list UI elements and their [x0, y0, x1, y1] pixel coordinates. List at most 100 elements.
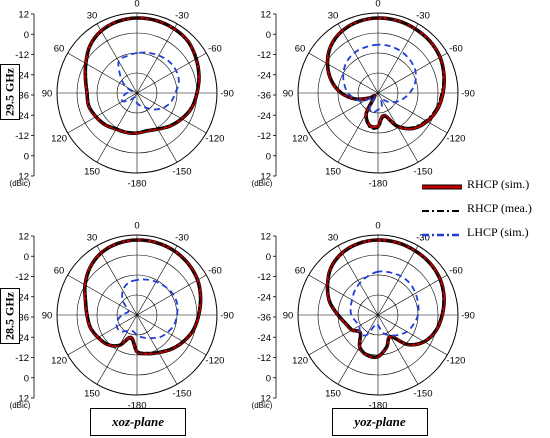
angle-tick-label: 120 — [292, 134, 308, 145]
radial-tick-label: -12 — [257, 131, 271, 142]
angle-tick-label: -150 — [172, 388, 191, 399]
grid-spoke — [136, 314, 178, 385]
radial-tick-label: 12 — [18, 394, 29, 405]
grid-spoke — [136, 23, 178, 94]
radial-tick-label: 12 — [18, 232, 29, 243]
grid-spoke — [67, 52, 138, 94]
angle-tick-label: 120 — [292, 356, 308, 367]
radial-unit-label: (dBic) — [10, 401, 31, 410]
radial-tick-label: -36 — [15, 313, 29, 324]
legend-item-rhcp-mea: RHCP (mea.) — [420, 200, 548, 222]
radial-tick-label: -12 — [257, 272, 271, 283]
angle-tick-label: 30 — [328, 11, 339, 22]
angle-tick-label: -180 — [127, 401, 146, 412]
angle-tick-label: 0 — [375, 221, 380, 232]
angle-tick-label: 90 — [42, 311, 53, 322]
angle-tick-label: -180 — [368, 179, 387, 190]
angle-tick-label: 150 — [84, 388, 100, 399]
angle-tick-label: 150 — [325, 166, 341, 177]
grid-spoke — [136, 245, 178, 316]
column-label-xoz-plane: xoz-plane — [90, 408, 186, 436]
grid-spoke — [67, 92, 138, 134]
grid-spoke — [96, 23, 138, 94]
angle-tick-label: -150 — [413, 388, 432, 399]
grid-spoke — [377, 52, 448, 94]
series-line-rhcp-mea — [84, 239, 201, 354]
legend-swatch-rhcp-mea — [422, 210, 462, 212]
grid-spoke — [377, 245, 419, 316]
radial-tick-label: -12 — [257, 50, 271, 61]
series-line-lhcp-sim — [117, 51, 180, 111]
legend-swatch-lhcp-sim — [422, 233, 462, 237]
angle-tick-label: -60 — [449, 266, 463, 277]
angle-tick-label: 150 — [84, 166, 100, 177]
angle-tick-label: 60 — [54, 44, 65, 55]
radial-tick-label: 12 — [260, 232, 271, 243]
radial-tick-label: 12 — [260, 172, 271, 183]
radial-tick-label: 0 — [24, 252, 29, 263]
grid-spoke — [67, 314, 138, 356]
polar-panel-29-5-ghz-yoz-plane: 0306090120150-180-150-120-90-60-30120-12… — [252, 0, 475, 190]
grid-spoke — [67, 274, 138, 316]
angle-tick-label: 30 — [328, 233, 339, 244]
angle-tick-label: 0 — [375, 0, 380, 10]
row-label-29-5-ghz: 29.5 GHz — [0, 64, 20, 120]
angle-tick-label: -60 — [208, 44, 222, 55]
angle-tick-label: 30 — [87, 11, 98, 22]
radial-tick-label: 0 — [266, 30, 271, 41]
radial-tick-label: 0 — [266, 373, 271, 384]
legend-item-lhcp-sim: LHCP (sim.) — [420, 224, 548, 246]
series-line-rhcp-sim — [84, 16, 201, 135]
angle-tick-label: -90 — [220, 311, 234, 322]
radial-tick-label: -36 — [15, 91, 29, 102]
series-line-lhcp-sim — [342, 43, 417, 114]
radial-tick-label: -24 — [257, 333, 271, 344]
radial-tick-label: -36 — [257, 313, 271, 324]
angle-tick-label: -120 — [446, 134, 465, 145]
angle-tick-label: -150 — [413, 166, 432, 177]
grid-spoke — [377, 314, 448, 356]
angle-tick-label: 90 — [283, 89, 294, 100]
legend-swatch-rhcp-sim — [422, 184, 462, 190]
angle-tick-label: -150 — [172, 166, 191, 177]
radial-tick-label: -24 — [15, 333, 29, 344]
angle-tick-label: 30 — [87, 233, 98, 244]
radial-tick-label: -24 — [15, 70, 29, 81]
radial-tick-label: -24 — [15, 111, 29, 122]
legend-label-rhcp-sim: RHCP (sim.) — [467, 177, 530, 191]
grid-spoke — [136, 274, 207, 316]
row-label-28-5-ghz: 28.5 GHz — [0, 288, 20, 344]
radial-tick-label: 12 — [260, 394, 271, 405]
angle-tick-label: -60 — [449, 44, 463, 55]
grid-spoke — [136, 314, 207, 356]
radial-unit-label: (dBic) — [10, 179, 31, 188]
grid-spoke — [96, 314, 138, 385]
radial-tick-label: 12 — [18, 10, 29, 21]
radial-unit-label: (dBic) — [252, 401, 273, 410]
angle-tick-label: 0 — [134, 221, 139, 232]
polar-panel-28-5-ghz-yoz-plane: 0306090120150-180-150-120-90-60-30120-12… — [252, 221, 475, 412]
radial-tick-label: 0 — [266, 252, 271, 263]
radial-tick-label: 12 — [18, 172, 29, 183]
angle-tick-label: -90 — [461, 311, 475, 322]
legend: RHCP (sim.) RHCP (mea.) LHCP (sim.) — [420, 176, 548, 248]
series-line-lhcp-sim — [349, 270, 420, 337]
series-line-rhcp-mea — [85, 17, 200, 134]
angle-tick-label: 60 — [295, 44, 306, 55]
angle-tick-label: -30 — [416, 233, 430, 244]
angle-tick-label: 120 — [51, 134, 67, 145]
grid-spoke — [337, 245, 379, 316]
column-label-yoz-plane: yoz-plane — [332, 408, 428, 436]
angle-tick-label: -180 — [127, 179, 146, 190]
radial-tick-label: -24 — [15, 292, 29, 303]
grid-spoke — [136, 92, 207, 134]
grid-spoke — [308, 274, 379, 316]
radial-tick-label: 12 — [260, 10, 271, 21]
angle-tick-label: -120 — [446, 356, 465, 367]
angle-tick-label: -30 — [416, 11, 430, 22]
radial-tick-label: 0 — [24, 373, 29, 384]
series-line-lhcp-sim — [115, 278, 179, 340]
grid-spoke — [377, 314, 419, 385]
radial-tick-label: 0 — [266, 151, 271, 162]
